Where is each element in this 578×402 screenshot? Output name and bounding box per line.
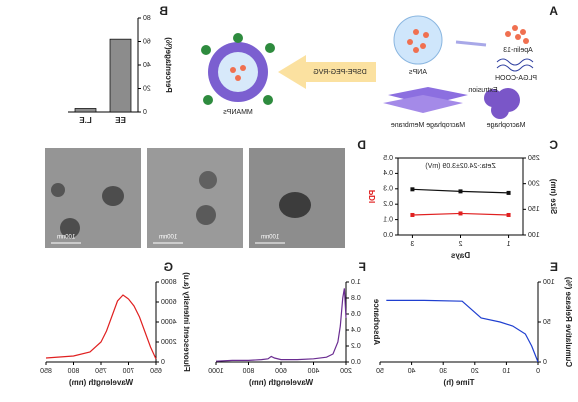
y2-tick-label: 0.1 [383,216,393,223]
y-tick-label: 0.0 [351,359,361,366]
series-line [386,299,539,363]
y-tick-label: 8000 [161,279,177,286]
y-tick-label: 50 [543,319,551,326]
axis-line [380,282,539,363]
y-tick-label: 250 [528,155,540,162]
y-tick-label: 0.6 [351,311,361,318]
panel-label: G [164,260,173,274]
point [506,190,511,195]
y-tick-label: 0.4 [351,327,361,334]
scale-label: 100nm [57,235,75,241]
x-tick-label: 400 [308,368,320,375]
y2-axis-label: PDI [368,190,377,203]
y-tick-label: 0 [543,359,547,366]
x-tick-label: 10 [502,368,510,375]
y-tick-label: 150 [528,206,540,213]
y-axis-label: Fluorescent intensity (a.u) [182,272,191,372]
x-tick-label: 200 [340,368,352,375]
bar [109,38,132,113]
y-tick-label: 20 [143,85,151,92]
schematic-label: Macrophage Membrane [391,122,465,129]
x-tick-label: 2 [458,241,462,248]
panel-label: A [549,4,558,18]
y-tick-label: 0.8 [351,295,361,302]
panel-label: D [357,138,366,152]
y-tick-label: 40 [143,62,151,69]
axis-line [216,282,347,363]
panel-label: B [159,4,168,18]
y2-tick-label: 0.3 [383,186,393,193]
scale-label: 100nm [261,235,279,241]
y2-tick-label: 0.0 [383,232,393,239]
x-tick-label: 3 [410,241,414,248]
schematic-label: PLGA-COOH [495,75,537,82]
x-axis-label: Time (h) [443,378,474,387]
schematic-label: Macrophage [486,122,525,129]
x-tick-label: 850 [40,368,52,375]
x-tick-label: 750 [95,368,107,375]
y-tick-label: 200 [528,181,540,188]
y-tick-label: 6000 [161,299,177,306]
y-axis-label: Percentage(%) [164,37,173,93]
schematic-label: ANPs [409,69,427,76]
x-tick-label: 50 [376,368,384,375]
y2-tick-label: 0.4 [383,170,393,177]
y-tick-label: 0.2 [351,343,361,350]
panel-label: F [359,260,366,274]
y-tick-label: 0 [143,109,147,116]
x-tick-label: 30 [439,368,447,375]
schematic [201,15,534,119]
schematic-label: MMANPs [223,109,253,116]
panel-label: E [550,260,558,274]
point [410,212,415,217]
x-tick-label: 800 [68,368,80,375]
series-line [45,294,157,360]
y-tick-label: 1.0 [351,279,361,286]
x-tick-label: 0 [536,368,540,375]
x-tick-label: 1 [507,241,511,248]
x-tick-label: 20 [471,368,479,375]
x-tick-label: 800 [243,368,255,375]
schematic-label: Extrusion [468,87,497,94]
x-tick-label: EE [115,116,126,125]
y-tick-label: 4000 [161,319,177,326]
y-tick-label: 2000 [161,339,177,346]
axis-line [46,282,157,363]
point [458,211,463,216]
series-line [215,288,347,362]
point [506,212,511,217]
x-tick-label: 1000 [208,368,224,375]
mirrored-figure: A B C D E F G Apelin-13 PLGA-COOH ANPs DSPE-PEG-RV… [40,4,573,387]
scale-label: 100nm [159,235,177,241]
y-axis-label: Size (nm) [549,178,558,214]
point [410,187,415,192]
x-axis-label: Wavelength (nm) [69,378,133,387]
x-tick-label: 650 [150,368,162,375]
annotation: Zeta:-24.02±3.09 (mV) [425,163,495,170]
y2-tick-label: 0.5 [383,155,393,162]
x-tick-label: L.E [79,116,92,125]
y-axis-label: Absorbance [372,298,381,345]
schematic-label: DSPE-PEG-RVG [313,69,367,76]
y-tick-label: 80 [143,15,151,22]
point [458,189,463,194]
x-tick-label: 700 [123,368,135,375]
y-tick-label: 60 [143,38,151,45]
x-axis-label: Wavelength (nm) [249,378,313,387]
x-tick-label: 600 [275,368,287,375]
bar [74,108,97,113]
y-axis-label: Cumulative Release (%) [564,277,573,368]
y2-tick-label: 0.2 [383,201,393,208]
panel-label: C [549,138,558,152]
tem-images [45,148,345,248]
x-axis-label: Days [450,251,470,260]
y-tick-label: 100 [543,279,555,286]
y-tick-label: 0 [161,359,165,366]
schematic-label: Apelin-13 [503,47,533,54]
x-tick-label: 40 [408,368,416,375]
y-tick-label: 100 [528,232,540,239]
